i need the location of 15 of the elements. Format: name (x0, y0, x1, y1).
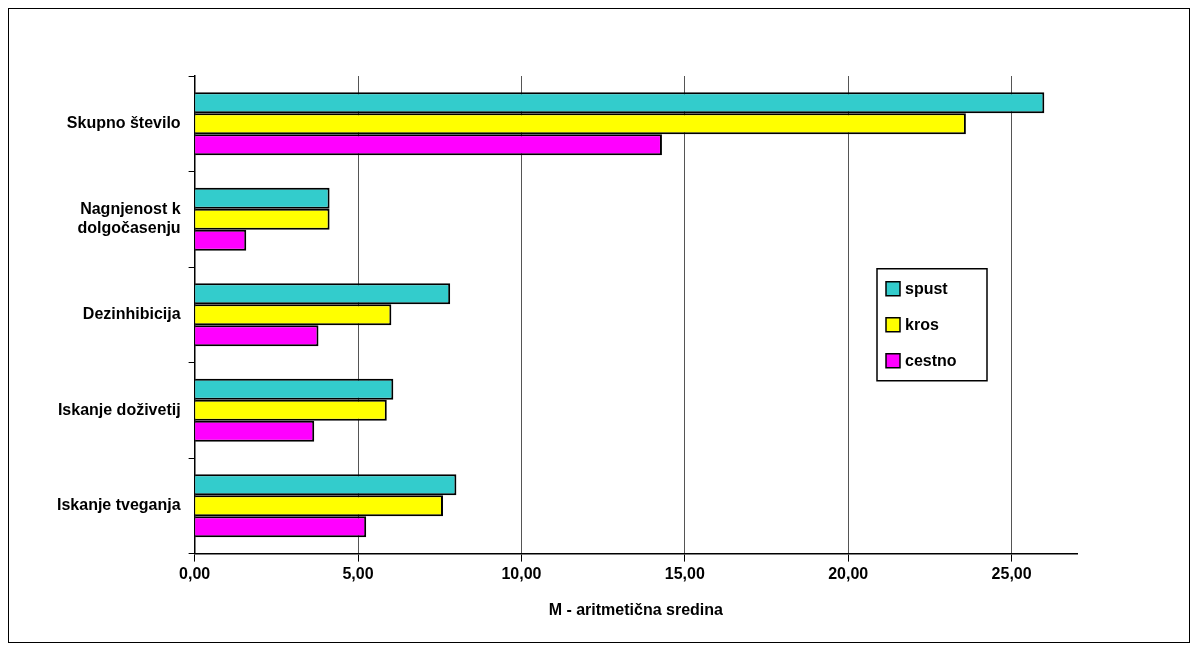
x-tick-label: 25,00 (991, 564, 1032, 582)
x-tick-label: 20,00 (828, 564, 869, 582)
y-tick-label: Skupno število (66, 114, 181, 132)
legend-label: spust (905, 280, 949, 298)
y-tick-label: Iskanje doživetij (57, 400, 181, 418)
legend-label: kros (905, 316, 939, 334)
x-tick-label: 15,00 (664, 564, 705, 582)
legend-label: cestno (905, 352, 957, 370)
x-tick-label: 10,00 (501, 564, 542, 582)
x-tick-label: 5,00 (342, 564, 374, 582)
y-tick-label: Dezinhibicija (82, 305, 181, 323)
x-axis-title: M - aritmetična sredina (548, 600, 724, 618)
x-tick-label: 0,00 (179, 564, 211, 582)
y-tick-label: Iskanje tveganja (56, 496, 181, 514)
y-tick-label: Nagnjenost k dolgočasenju (77, 200, 181, 237)
